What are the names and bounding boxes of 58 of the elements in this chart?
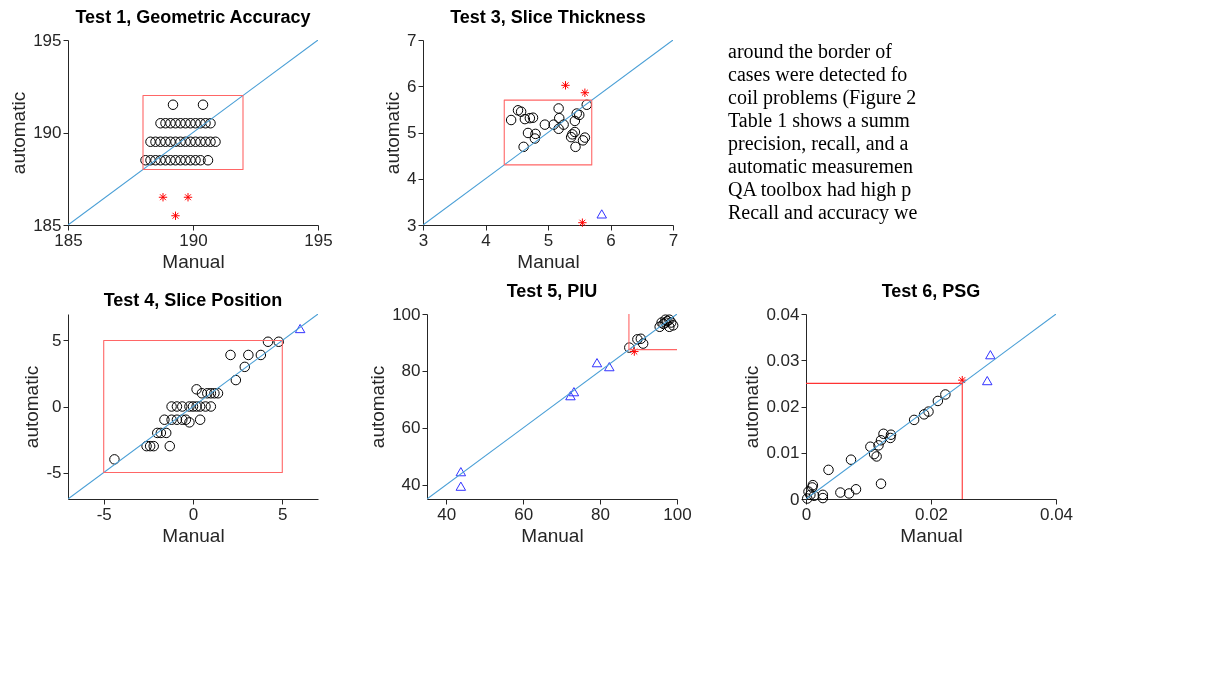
chart-title: Test 1, Geometric Accuracy (75, 7, 311, 27)
x-tick-label: 190 (179, 230, 208, 250)
x-tick-label: 40 (437, 504, 457, 524)
y-tick-label: 80 (401, 361, 421, 381)
y-tick-label: 0.02 (766, 397, 800, 416)
x-tick-label: 5 (543, 230, 554, 250)
y-tick-label: 6 (407, 76, 417, 96)
x-tick-label: 100 (663, 504, 692, 524)
text: coil problems (Figure 2 (728, 85, 917, 109)
x-tick-label: 60 (514, 504, 534, 524)
y-axis-title: automatic (21, 365, 43, 449)
y-tick-label: -5 (46, 463, 62, 483)
y-tick-label: 185 (33, 215, 62, 235)
x-tick-label: 4 (481, 230, 491, 250)
x-tick-label: 7 (668, 230, 679, 250)
x-axis-title: Manual (162, 250, 225, 272)
y-tick-label: 190 (33, 123, 62, 142)
chart-title: Test 5, PIU (506, 281, 598, 301)
y-tick-label: 100 (392, 304, 421, 324)
chart-title: Test 4, Slice Position (103, 290, 283, 310)
y-axis-title: automatic (382, 91, 404, 175)
x-tick-label: 0 (188, 504, 199, 524)
y-tick-label: 0 (790, 489, 800, 509)
x-tick-label: 0.02 (914, 504, 949, 524)
y-axis-title: automatic (367, 365, 389, 449)
y-tick-label: 40 (401, 475, 421, 495)
text: Recall and accuracy we (728, 201, 918, 225)
x-axis-title: Manual (517, 250, 580, 272)
chart-title: Test 6, PSG (881, 281, 981, 301)
text: cases were detected fo (728, 62, 908, 85)
y-axis-title: automatic (8, 91, 30, 175)
text: around the border of (728, 39, 893, 62)
text: automatic measuremen (728, 155, 913, 178)
y-tick-label: 0 (52, 397, 62, 416)
y-tick-label: 0.04 (766, 304, 800, 324)
y-tick-label: 3 (407, 215, 417, 235)
text: QA toolbox had high p (728, 178, 912, 202)
caption: Table 1 shows a summ (728, 108, 911, 131)
y-tick-label: 7 (407, 30, 417, 50)
x-tick-label: -5 (96, 504, 112, 524)
x-axis-title: Manual (521, 524, 584, 546)
y-tick-label: 195 (33, 30, 62, 50)
x-axis-title: Manual (162, 524, 225, 546)
x-tick-label: 5 (278, 504, 288, 524)
y-tick-label: 5 (52, 330, 62, 350)
y-tick-label: 4 (407, 169, 417, 189)
x-tick-label: 195 (304, 230, 333, 250)
y-axis-title: automatic (741, 365, 763, 449)
y-tick-label: 5 (407, 123, 417, 142)
chart-title: Test 3, Slice Thickness (450, 7, 646, 27)
x-tick-label: 0.04 (1039, 504, 1074, 524)
x-axis-title: Manual (900, 524, 963, 546)
text: precision, recall, and a (728, 132, 909, 156)
x-tick-label: 80 (591, 504, 611, 524)
y-tick-label: 0.03 (766, 350, 800, 370)
y-tick-label: 60 (401, 418, 421, 438)
x-tick-label: 6 (606, 230, 616, 250)
y-tick-label: 0.01 (766, 443, 800, 463)
